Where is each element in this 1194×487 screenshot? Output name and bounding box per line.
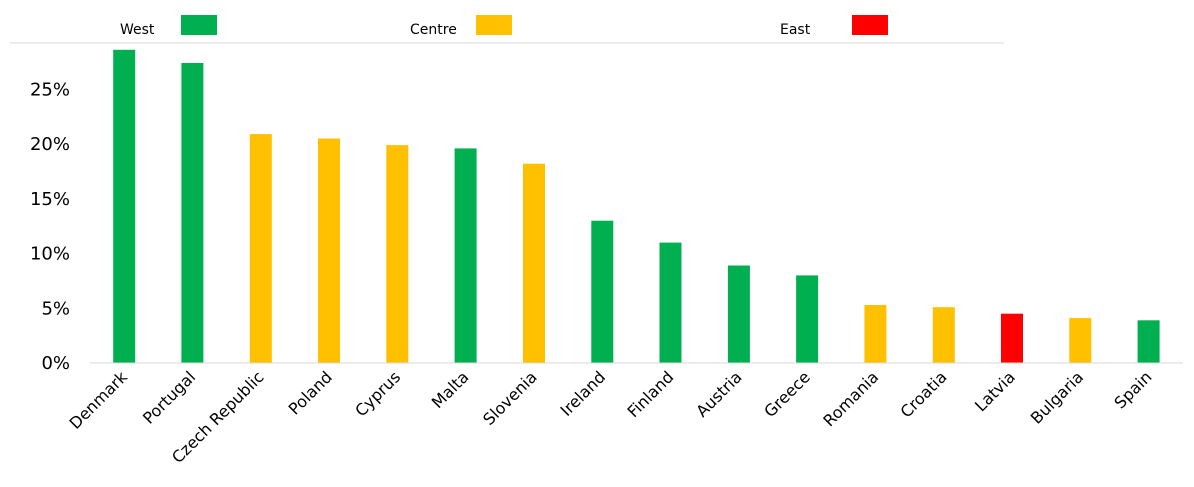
x-tick-label: Ireland [557,367,610,420]
bar-czech-republic [249,134,272,363]
y-tick-label: 15% [30,189,70,210]
x-tick-label: Austria [692,367,745,420]
bar-denmark [113,49,136,364]
bar-malta [454,148,477,363]
x-tick-label: Spain [1110,367,1155,412]
bar-poland [318,138,340,363]
y-axis-ticks: 0% 5% 10% 15% 20% 25% [30,79,70,374]
legend-swatch-east [852,15,888,35]
x-tick-label: Poland [285,367,336,418]
legend-swatch-centre [476,15,512,35]
x-tick-label: Denmark [66,367,132,433]
bar-cyprus [386,145,409,363]
bar-portugal [181,63,204,363]
x-tick-label: Cyprus [351,367,404,420]
bar-croatia [932,307,955,363]
legend-label-centre: Centre [410,22,457,38]
bar-spain [1137,320,1160,363]
bar-greece [796,275,819,363]
legend-label-east: East [780,22,811,38]
bar-ireland [591,220,614,363]
bar-romania [864,305,887,363]
y-tick-label: 0% [41,353,70,374]
legend: West Centre East [120,15,888,38]
y-tick-label: 25% [30,79,70,100]
x-tick-label: Malta [428,367,473,412]
x-tick-label: Romania [819,367,882,430]
y-tick-label: 10% [30,244,70,265]
bars [113,49,1160,364]
bar-slovenia [523,163,545,363]
bar-finland [659,242,682,363]
y-tick-label: 20% [30,134,70,155]
y-tick-label: 5% [41,298,70,319]
x-tick-label: Finland [624,367,678,421]
bar-latvia [1001,313,1023,363]
legend-swatch-west [181,15,217,35]
x-tick-label: Portugal [139,367,199,427]
x-tick-label: Latvia [971,367,1019,415]
x-tick-label: Greece [760,367,814,421]
bar-austria [727,265,750,363]
x-tick-label: Slovenia [479,367,541,429]
bar-bulgaria [1069,318,1092,363]
x-tick-label: Croatia [896,367,950,421]
x-tick-label: Bulgaria [1027,367,1087,427]
legend-label-west: West [120,22,155,38]
